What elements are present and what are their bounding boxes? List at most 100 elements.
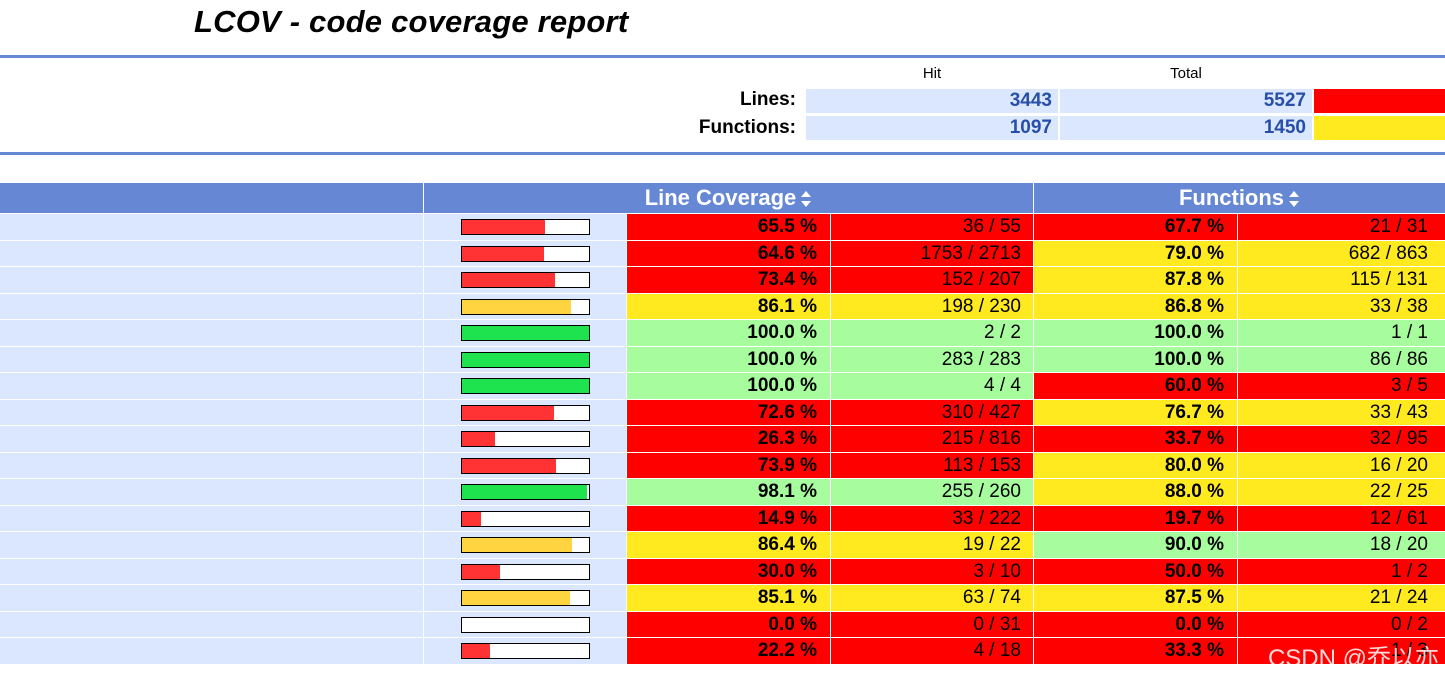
line-coverage-percent: 100.0 % [627, 373, 830, 399]
table-row: 0.0 % 0 / 31 0.0 % 0 / 2 [0, 611, 1445, 639]
coverage-bar-fill [462, 246, 545, 261]
coverage-bar [461, 590, 590, 606]
line-coverage-header-label: Line Coverage [644, 185, 797, 210]
line-coverage-percent: 73.4 % [627, 267, 830, 293]
table-row: 14.9 % 33 / 222 19.7 % 12 / 61 [0, 505, 1445, 533]
table-row: 98.1 % 255 / 260 88.0 % 22 / 25 [0, 479, 1445, 506]
line-coverage-count: 0 / 31 [831, 611, 1033, 637]
function-coverage-percent: 76.7 % [1034, 399, 1237, 425]
line-coverage-column-header[interactable]: Line Coverage [424, 183, 1033, 213]
coverage-bar-fill [462, 564, 501, 579]
sort-icon[interactable] [1288, 187, 1300, 208]
coverage-bar-cell [424, 585, 626, 611]
file-name-cell[interactable] [0, 373, 423, 399]
coverage-bar-cell [424, 399, 626, 425]
coverage-bar-cell [424, 293, 626, 319]
file-name-cell[interactable] [0, 426, 423, 452]
coverage-bar [461, 643, 590, 659]
function-coverage-count: 1 / 1 [1238, 320, 1445, 346]
function-coverage-count: 3 / 5 [1238, 373, 1445, 399]
line-coverage-count: 255 / 260 [831, 479, 1033, 505]
line-coverage-percent: 30.0 % [627, 558, 830, 584]
line-coverage-count: 1753 / 2713 [831, 240, 1033, 266]
line-coverage-count: 113 / 153 [831, 452, 1033, 478]
coverage-bar-fill [462, 352, 589, 367]
function-coverage-percent: 0.0 % [1034, 611, 1237, 637]
line-coverage-percent: 86.4 % [627, 532, 830, 558]
file-name-cell[interactable] [0, 611, 423, 637]
file-name-cell[interactable] [0, 320, 423, 346]
line-coverage-percent: 85.1 % [627, 585, 830, 611]
coverage-bar-cell [424, 373, 626, 399]
coverage-bar-fill [462, 644, 491, 658]
summary-functions-total: 1450 [1060, 116, 1312, 140]
coverage-bar-cell [424, 611, 626, 637]
line-coverage-percent: 100.0 % [627, 346, 830, 372]
line-coverage-percent: 73.9 % [627, 452, 830, 478]
coverage-bar [461, 245, 590, 262]
line-coverage-count: 3 / 10 [831, 558, 1033, 584]
file-name-cell[interactable] [0, 505, 423, 531]
line-coverage-count: 19 / 22 [831, 532, 1033, 558]
coverage-bar-cell [424, 558, 626, 584]
coverage-bar-fill [462, 405, 555, 420]
file-name-cell[interactable] [0, 346, 423, 372]
coverage-bar [461, 404, 590, 421]
coverage-bar-fill [462, 379, 589, 393]
summary-lines-label: Lines: [740, 89, 796, 110]
file-name-cell[interactable] [0, 532, 423, 558]
file-name-cell[interactable] [0, 240, 423, 266]
function-coverage-count: 32 / 95 [1238, 426, 1445, 452]
function-coverage-percent: 60.0 % [1034, 373, 1237, 399]
function-coverage-percent: 50.0 % [1034, 558, 1237, 584]
coverage-bar-cell [424, 638, 626, 664]
line-coverage-percent: 22.2 % [627, 638, 830, 664]
coverage-bar-cell [424, 479, 626, 505]
file-name-cell[interactable] [0, 399, 423, 425]
function-coverage-percent: 86.8 % [1034, 293, 1237, 319]
coverage-bar-cell [424, 267, 626, 293]
header-divider [0, 55, 1445, 58]
summary-lines-coverage-indicator [1314, 89, 1445, 113]
coverage-bar [461, 351, 590, 368]
function-coverage-percent: 88.0 % [1034, 479, 1237, 505]
table-row: 72.6 % 310 / 427 76.7 % 33 / 43 [0, 399, 1445, 427]
function-coverage-percent: 87.5 % [1034, 585, 1237, 611]
table-row: 86.1 % 198 / 230 86.8 % 33 / 38 [0, 293, 1445, 321]
table-row: 73.9 % 113 / 153 80.0 % 16 / 20 [0, 452, 1445, 480]
function-coverage-percent: 79.0 % [1034, 240, 1237, 266]
file-name-cell[interactable] [0, 558, 423, 584]
file-name-cell[interactable] [0, 293, 423, 319]
function-coverage-percent: 100.0 % [1034, 346, 1237, 372]
table-row: 100.0 % 283 / 283 100.0 % 86 / 86 [0, 346, 1445, 374]
function-coverage-percent: 87.8 % [1034, 267, 1237, 293]
file-name-cell[interactable] [0, 585, 423, 611]
function-coverage-count: 18 / 20 [1238, 532, 1445, 558]
line-coverage-count: 310 / 427 [831, 399, 1033, 425]
function-coverage-count: 115 / 131 [1238, 267, 1445, 293]
file-name-cell[interactable] [0, 479, 423, 505]
line-coverage-count: 4 / 4 [831, 373, 1033, 399]
coverage-bar-fill [462, 273, 556, 287]
function-coverage-count: 12 / 61 [1238, 505, 1445, 531]
coverage-bar-cell [424, 214, 626, 240]
coverage-bar [461, 510, 590, 527]
function-coverage-percent: 100.0 % [1034, 320, 1237, 346]
line-coverage-count: 33 / 222 [831, 505, 1033, 531]
file-name-cell[interactable] [0, 214, 423, 240]
coverage-bar [461, 563, 590, 580]
file-name-cell[interactable] [0, 267, 423, 293]
sort-icon[interactable] [800, 187, 812, 208]
file-name-cell[interactable] [0, 638, 423, 664]
coverage-bar-fill [462, 220, 546, 234]
summary-lines-total: 5527 [1060, 89, 1312, 113]
file-name-cell[interactable] [0, 452, 423, 478]
function-coverage-percent: 80.0 % [1034, 452, 1237, 478]
functions-column-header[interactable]: Functions [1034, 183, 1445, 213]
coverage-bar [461, 219, 590, 235]
function-coverage-count: 1 / 3 [1238, 638, 1445, 664]
function-coverage-count: 682 / 863 [1238, 240, 1445, 266]
coverage-bar-fill [462, 591, 571, 605]
line-coverage-count: 283 / 283 [831, 346, 1033, 372]
coverage-bar-cell [424, 320, 626, 346]
